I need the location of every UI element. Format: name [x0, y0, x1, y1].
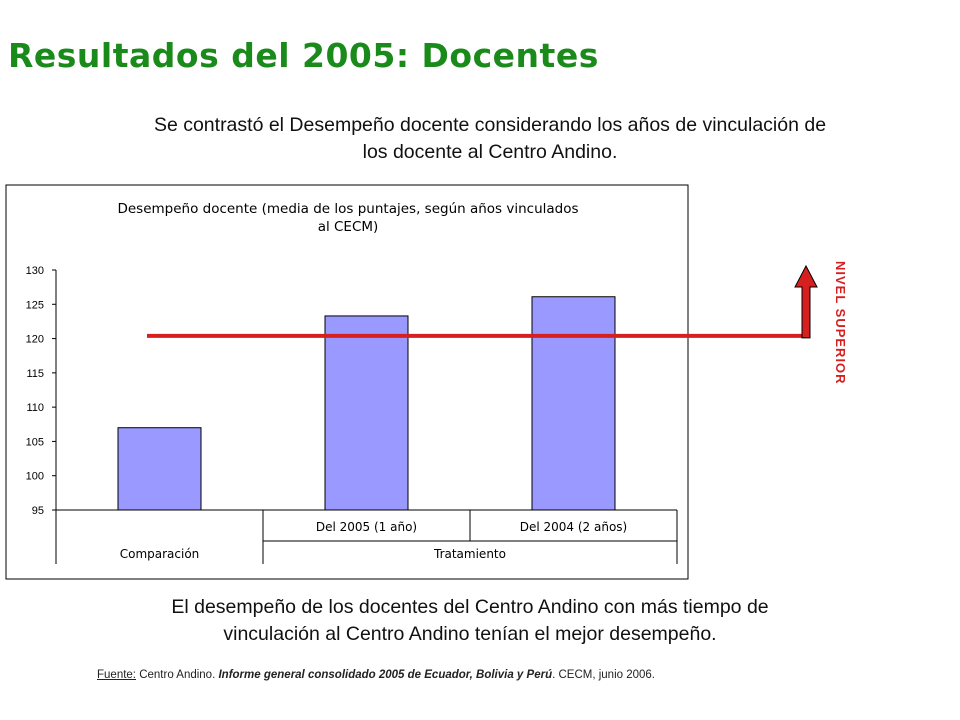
source-note: Fuente: Centro Andino. Informe general c… [97, 669, 655, 681]
source-text-1: Centro Andino. [136, 669, 219, 681]
group-label: Tratamiento [433, 547, 506, 561]
conclusion-text: El desempeño de los docentes del Centro … [60, 594, 880, 648]
chart-title-line-2: al CECM) [318, 219, 379, 235]
y-tick-label: 130 [26, 265, 44, 277]
level-label: NIVEL SUPERIOR [833, 261, 848, 385]
y-tick-label: 115 [26, 368, 44, 380]
y-tick-label: 125 [26, 299, 44, 311]
reference-overlay [147, 264, 818, 339]
bar [117, 427, 202, 511]
intro-line-1: Se contrastó el Desempeño docente consid… [153, 114, 827, 136]
y-tick-label: 120 [26, 334, 44, 346]
x-tick-label: Del 2004 (2 años) [520, 520, 628, 534]
y-tick-label: 105 [26, 436, 44, 448]
group-label: Comparación [120, 547, 200, 561]
bar [531, 296, 616, 511]
intro-line-2: los docente al Centro Andino. [362, 141, 618, 163]
intro-text: Se contrastó el Desempeño docente consid… [70, 112, 910, 166]
chart-title-line-1: Desempeño docente (media de los puntajes… [117, 201, 578, 217]
conclusion-line-2: vinculación al Centro Andino tenían el m… [223, 623, 717, 645]
y-tick-label: 100 [26, 471, 44, 483]
conclusion-line-1: El desempeño de los docentes del Centro … [171, 596, 769, 618]
source-label: Fuente: [97, 669, 136, 681]
plot-area: 95 100 105 110 115 120 125 130 Del 2005 (1 año) D… [26, 265, 678, 564]
y-tick-label: 110 [26, 402, 44, 414]
source-text-2: . CECM, junio 2006. [552, 669, 656, 681]
bar [324, 315, 409, 511]
up-arrow-icon [794, 264, 818, 339]
y-tick-label: 95 [32, 505, 44, 517]
x-tick-label: Del 2005 (1 año) [316, 520, 417, 534]
page-title: Resultados del 2005: Docentes [8, 36, 599, 75]
source-report-title: Informe general consolidado 2005 de Ecua… [218, 669, 553, 681]
